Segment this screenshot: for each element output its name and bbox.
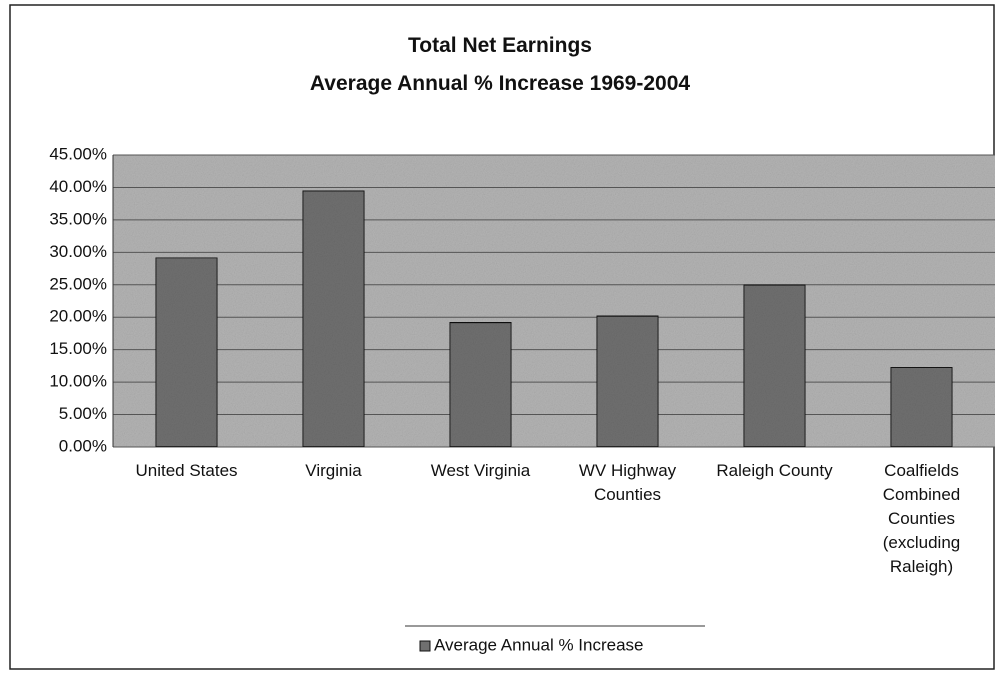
legend-label: Average Annual % Increase xyxy=(434,635,644,654)
bar xyxy=(742,284,807,448)
x-tick-label: United States xyxy=(135,461,238,480)
y-tick-label: 25.00% xyxy=(49,274,107,293)
bar xyxy=(154,256,219,448)
y-tick-label: 20.00% xyxy=(49,307,107,326)
x-tick-label: Coalfields Combined Counties (excluding … xyxy=(882,461,961,576)
y-tick-label: 5.00% xyxy=(59,404,107,423)
chart-subtitle: Average Annual % Increase 1969-2004 xyxy=(309,72,691,95)
chart-title: Total Net Earnings xyxy=(408,34,592,57)
bar xyxy=(448,321,513,448)
x-tick-label: Raleigh County xyxy=(716,461,833,480)
x-tick-label: WV Highway Counties xyxy=(578,461,677,504)
x-tick-label: West Virginia xyxy=(430,461,531,480)
legend-swatch xyxy=(419,640,431,652)
x-tick-label: Virginia xyxy=(305,461,362,480)
bar xyxy=(889,366,954,448)
y-tick-label: 40.00% xyxy=(49,177,107,196)
y-tick-label: 15.00% xyxy=(49,339,107,358)
bar xyxy=(301,189,366,448)
plot-area xyxy=(113,155,995,447)
y-tick-label: 0.00% xyxy=(59,436,107,455)
y-tick-label: 10.00% xyxy=(49,372,107,391)
y-tick-label: 30.00% xyxy=(49,242,107,261)
y-tick-label: 45.00% xyxy=(49,144,107,163)
bar xyxy=(595,315,660,448)
y-tick-label: 35.00% xyxy=(49,209,107,228)
